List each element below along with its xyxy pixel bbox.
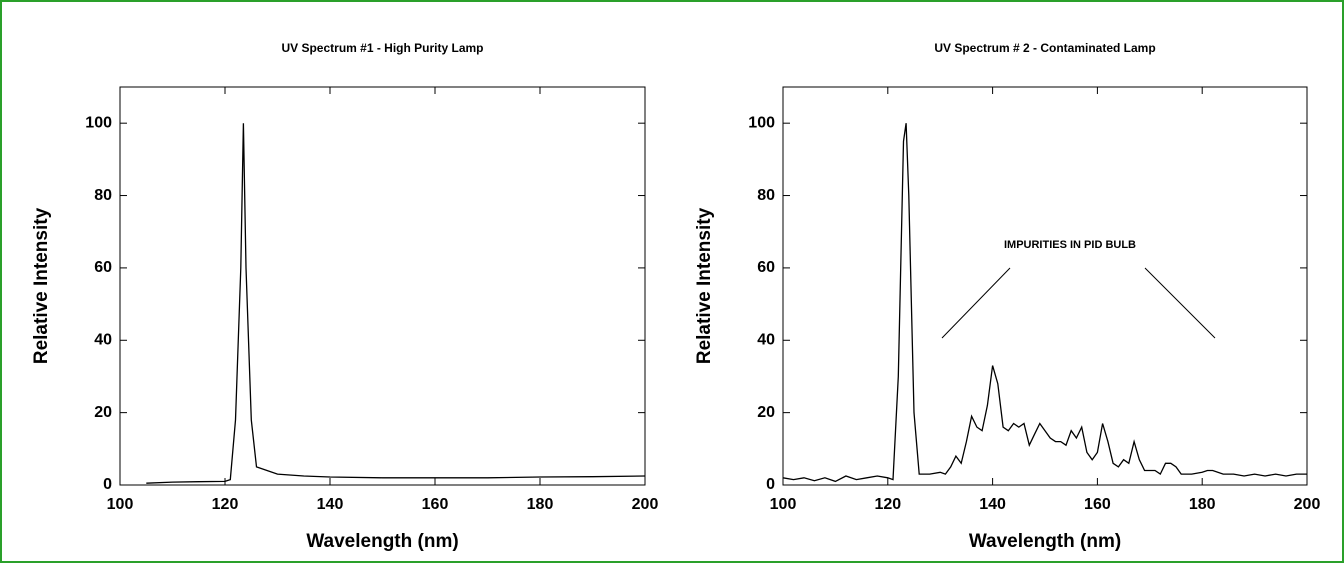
y-tick-label: 0 bbox=[766, 476, 775, 493]
y-tick-label: 40 bbox=[94, 331, 112, 348]
spectrum-line bbox=[782, 123, 1307, 483]
annotation-pointer bbox=[1144, 267, 1216, 339]
y-tick-label: 60 bbox=[94, 259, 112, 276]
chart-title: UV Spectrum #1 - High Purity Lamp bbox=[281, 41, 483, 55]
plot-frame bbox=[782, 86, 1308, 486]
x-tick-label: 160 bbox=[422, 496, 449, 513]
y-tick-label: 100 bbox=[85, 114, 112, 131]
y-axis-label: Relative Intensity bbox=[694, 207, 715, 364]
y-tick-label: 20 bbox=[757, 404, 775, 421]
annotation: IMPURITIES IN PID BULB bbox=[1004, 239, 1136, 251]
x-tick-label: 120 bbox=[874, 496, 901, 513]
y-axis-label: Relative Intensity bbox=[31, 207, 52, 364]
plot-frame bbox=[119, 86, 646, 486]
y-tick-label: 40 bbox=[757, 331, 775, 348]
y-tick-label: 100 bbox=[748, 114, 775, 131]
x-tick-label: 180 bbox=[1189, 496, 1216, 513]
y-tick-label: 60 bbox=[757, 259, 775, 276]
x-tick-label: 200 bbox=[632, 496, 659, 513]
x-tick-label: 160 bbox=[1084, 496, 1111, 513]
y-tick-label: 0 bbox=[103, 476, 112, 493]
y-tick-label: 20 bbox=[94, 404, 112, 421]
y-tick-label: 80 bbox=[94, 187, 112, 204]
spectrum-line bbox=[146, 123, 646, 484]
x-tick-label: 120 bbox=[212, 496, 239, 513]
annotation-pointer bbox=[941, 267, 1011, 339]
chart-title: UV Spectrum # 2 - Contaminated Lamp bbox=[934, 41, 1155, 55]
x-tick-label: 200 bbox=[1294, 496, 1321, 513]
x-tick-label: 140 bbox=[317, 496, 344, 513]
x-axis-label: Wavelength (nm) bbox=[306, 531, 458, 552]
x-tick-label: 100 bbox=[770, 496, 797, 513]
x-tick-label: 100 bbox=[107, 496, 134, 513]
x-tick-label: 140 bbox=[979, 496, 1006, 513]
x-axis-label: Wavelength (nm) bbox=[969, 531, 1121, 552]
y-tick-label: 80 bbox=[757, 187, 775, 204]
x-tick-label: 180 bbox=[527, 496, 554, 513]
